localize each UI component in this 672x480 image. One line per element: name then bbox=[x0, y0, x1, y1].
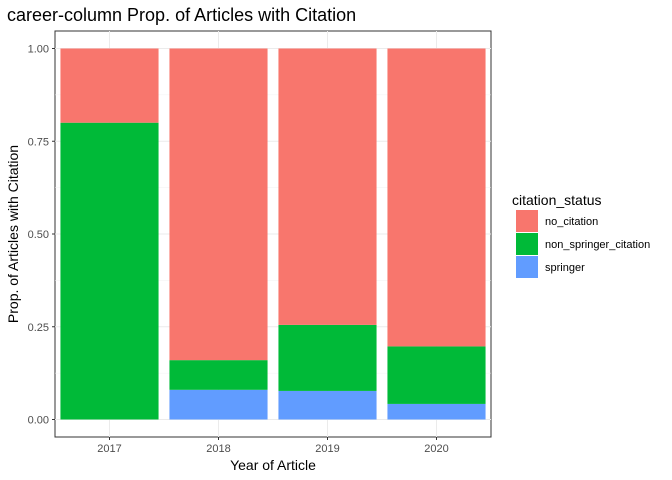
legend-key-non_springer_citation bbox=[516, 233, 538, 255]
x-axis-ticks: 2017 2018 2019 2020 bbox=[97, 437, 449, 455]
legend-key-no_citation bbox=[516, 210, 538, 232]
bar-springer-2019 bbox=[278, 390, 377, 420]
bars-group bbox=[60, 48, 486, 420]
y-tick-label: 1.00 bbox=[28, 44, 49, 56]
bar-no_citation-2020 bbox=[387, 48, 486, 347]
y-tick-label: 0.25 bbox=[28, 322, 49, 334]
chart-title: career-column Prop. of Articles with Cit… bbox=[7, 5, 356, 25]
legend: citation_status no_citation non_springer_… bbox=[512, 192, 650, 278]
y-axis-ticks: 0.00 0.25 0.50 0.75 1.00 bbox=[28, 44, 55, 427]
legend-label-no_citation: no_citation bbox=[545, 216, 598, 228]
bar-non_springer_citation-2020 bbox=[387, 346, 486, 404]
bar-non_springer_citation-2018 bbox=[169, 360, 268, 390]
bar-non_springer_citation-2017 bbox=[60, 122, 159, 420]
bar-springer-2020 bbox=[387, 403, 486, 420]
y-tick-label: 0.00 bbox=[28, 415, 49, 427]
x-tick-label: 2020 bbox=[424, 443, 448, 455]
bar-no_citation-2018 bbox=[169, 48, 268, 361]
legend-title: citation_status bbox=[512, 192, 602, 208]
x-axis-title: Year of Article bbox=[230, 457, 316, 473]
legend-label-springer: springer bbox=[545, 262, 585, 274]
legend-label-non_springer_citation: non_springer_citation bbox=[545, 239, 650, 251]
x-tick-label: 2019 bbox=[315, 443, 339, 455]
bar-no_citation-2017 bbox=[60, 48, 159, 123]
x-tick-label: 2018 bbox=[206, 443, 230, 455]
bar-non_springer_citation-2019 bbox=[278, 324, 377, 391]
bar-no_citation-2019 bbox=[278, 48, 377, 325]
y-axis-title: Prop. of Articles with Citation bbox=[5, 145, 21, 323]
legend-key-springer bbox=[516, 256, 538, 278]
y-tick-label: 0.50 bbox=[28, 229, 49, 241]
y-tick-label: 0.75 bbox=[28, 136, 49, 148]
x-tick-label: 2017 bbox=[97, 443, 121, 455]
bar-springer-2018 bbox=[169, 389, 268, 420]
